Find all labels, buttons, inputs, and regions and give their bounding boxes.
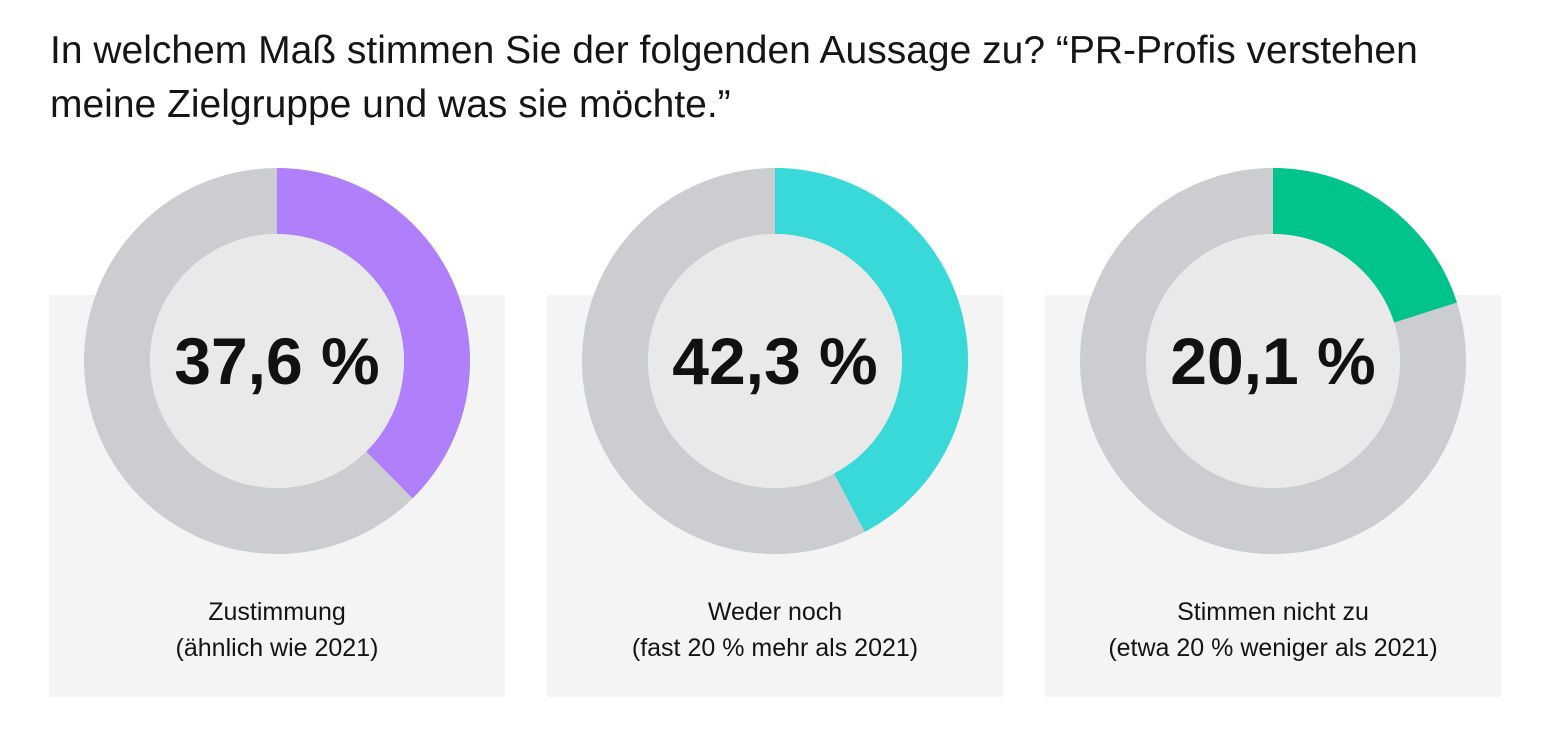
category-subtitle: (ähnlich wie 2021) [175, 634, 379, 662]
donut-chart-zustimmung: 37,6 % [84, 168, 470, 554]
category-label-zustimmung: Zustimmung (ähnlich wie 2021) [49, 594, 505, 666]
donut-segment-stimmen-nicht-zu [1272, 168, 1457, 324]
donut-segment-zustimmung [276, 168, 470, 499]
chart-title: In welchem Maß stimmen Sie der folgenden… [50, 29, 1418, 126]
donut-chart-weder-noch: 42,3 % [582, 168, 968, 554]
donut-hole [648, 234, 902, 488]
category-title: Weder noch [707, 598, 843, 626]
value-label-stimmen-nicht-zu: 20,1 % [1170, 324, 1375, 398]
value-label-zustimmung: 37,6 % [174, 324, 379, 398]
category-subtitle: (etwa 20 % weniger als 2021) [1108, 634, 1438, 662]
category-title: Zustimmung [208, 598, 346, 626]
donut-hole [1146, 234, 1400, 488]
donut-chart-stimmen-nicht-zu: 20,1 % [1080, 168, 1466, 554]
category-label-stimmen-nicht-zu: Stimmen nicht zu (etwa 20 % weniger als … [1045, 594, 1501, 666]
donut-segment-weder-noch [774, 168, 968, 532]
category-subtitle: (fast 20 % mehr als 2021) [631, 634, 919, 662]
category-label-weder-noch: Weder noch (fast 20 % mehr als 2021) [547, 594, 1003, 666]
category-title: Stimmen nicht zu [1177, 598, 1369, 626]
value-label-weder-noch: 42,3 % [672, 324, 877, 398]
donut-hole [150, 234, 404, 488]
